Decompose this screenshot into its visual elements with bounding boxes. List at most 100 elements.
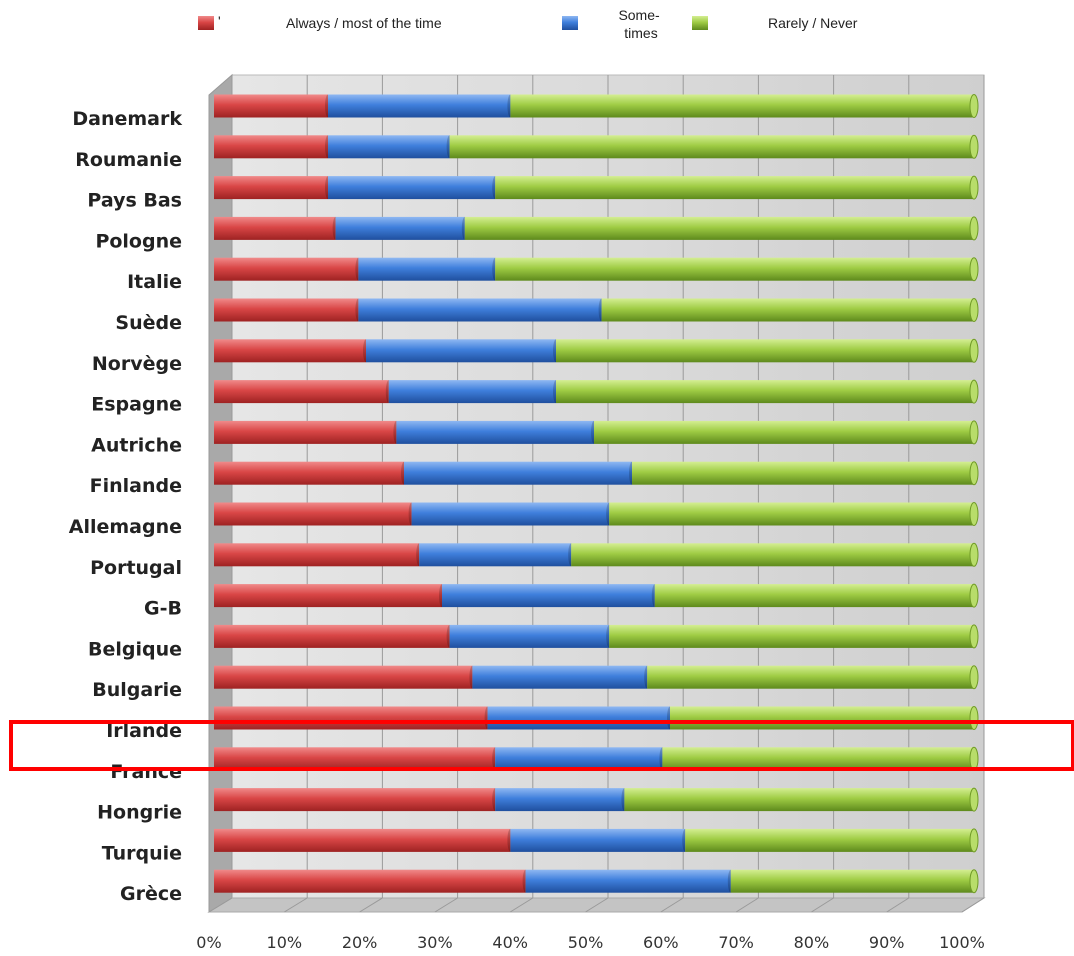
category-label: G-B — [144, 598, 182, 620]
bar-always — [214, 94, 328, 118]
bar-always — [214, 543, 420, 567]
category-label: Danemark — [72, 108, 182, 130]
bar-rarely — [495, 176, 974, 200]
x-tick-label: 80% — [794, 933, 830, 952]
category-label: Irlande — [106, 720, 182, 742]
bar-always — [214, 869, 526, 893]
bar-rarely — [685, 828, 974, 852]
bar-rarely — [510, 94, 974, 118]
bar-rarely — [654, 584, 974, 608]
bar-sometimes — [388, 380, 556, 404]
bar-sometimes — [449, 624, 610, 648]
bar-rarely — [670, 706, 974, 730]
bar-always — [214, 420, 397, 444]
legend-label-always: Always / most of the time — [286, 15, 442, 31]
bar-end-cap — [969, 257, 979, 282]
bar-end-cap — [969, 542, 979, 567]
plot-side-wall — [208, 73, 233, 913]
bar-end-cap — [969, 746, 979, 771]
legend: ' Always / most of the time Some- times … — [198, 7, 858, 41]
floor-gridline — [735, 897, 759, 913]
bar-always — [214, 747, 496, 771]
bar-always — [214, 665, 473, 689]
bar-end-cap — [969, 461, 979, 486]
category-label: Belgique — [88, 638, 182, 660]
legend-swatch-sometimes — [562, 16, 578, 30]
bar-end-cap — [969, 420, 979, 445]
floor-gridline — [886, 897, 910, 913]
bar-always — [214, 176, 328, 200]
highlight-box — [9, 720, 1074, 771]
bar-sometimes — [396, 420, 594, 444]
category-label: Grèce — [120, 883, 182, 905]
bar-always — [214, 216, 336, 240]
bar-end-cap — [969, 338, 979, 363]
bar-end-cap — [969, 706, 979, 730]
bar-rarely — [647, 665, 974, 689]
bar-sometimes — [328, 176, 496, 200]
bar-always — [214, 584, 442, 608]
bar-end-cap — [969, 94, 979, 118]
bar-sometimes — [404, 461, 632, 485]
category-labels: Danemark Roumanie Pays Bas Pologne Italie Suè… — [69, 108, 183, 905]
bar-always — [214, 624, 450, 648]
bar-always — [214, 828, 511, 852]
category-label: Autriche — [91, 434, 182, 456]
bar-rarely — [609, 502, 974, 526]
bar-rarely — [624, 788, 974, 812]
bar-rarely — [495, 257, 974, 281]
bar-end-cap — [969, 583, 979, 608]
bar-sometimes — [442, 584, 655, 608]
bar-end-cap — [969, 624, 979, 649]
bar-end-cap — [969, 665, 979, 690]
category-label: Pologne — [95, 230, 182, 252]
legend-label-sometimes: Some- times — [618, 7, 663, 41]
x-tick-label: 10% — [267, 933, 303, 952]
bar-sometimes — [487, 706, 670, 730]
bar-always — [214, 257, 359, 281]
category-label: Roumanie — [75, 149, 182, 171]
bar-sometimes — [472, 665, 648, 689]
bar-end-cap — [969, 787, 979, 812]
x-tick-label: 50% — [568, 933, 604, 952]
floor-gridline — [660, 897, 684, 913]
bar-always — [214, 502, 412, 526]
bar-always — [214, 380, 389, 404]
bar-sometimes — [411, 502, 610, 526]
bar-end-cap — [969, 869, 979, 894]
category-label: Norvège — [92, 353, 182, 375]
category-label: Pays Bas — [87, 190, 182, 212]
bar-rarely — [594, 420, 974, 444]
bar-rarely — [730, 869, 974, 893]
legend-label-rarely: Rarely / Never — [768, 15, 858, 31]
bar-always — [214, 706, 488, 730]
bar-always — [214, 339, 366, 363]
bar-end-cap — [969, 216, 979, 241]
category-label: Italie — [127, 271, 182, 293]
x-tick-label: 30% — [417, 933, 453, 952]
bar-sometimes — [419, 543, 572, 567]
x-tick-label: 60% — [643, 933, 679, 952]
bar-end-cap — [969, 298, 979, 322]
floor-gridline — [434, 897, 458, 913]
category-label: Portugal — [90, 557, 182, 579]
bar-end-cap — [969, 134, 979, 159]
x-tick-label: 20% — [342, 933, 378, 952]
floor-gridline — [961, 897, 985, 913]
bar-rarely — [632, 461, 974, 485]
category-label: Bulgarie — [92, 679, 182, 701]
bar-sometimes — [495, 788, 625, 812]
bar-sometimes — [358, 298, 602, 322]
x-tick-labels: 0% 10% 20% 30% 40% 50% 60% 70% 80% 90% 100% — [196, 933, 985, 952]
x-tick-label: 70% — [718, 933, 754, 952]
x-tick-label: 40% — [492, 933, 528, 952]
category-label: Allemagne — [69, 516, 182, 538]
floor-gridline — [509, 897, 534, 913]
floor-gridline — [208, 897, 233, 913]
bar-rarely — [556, 380, 974, 404]
legend-swatch-always — [198, 16, 214, 30]
bar-always — [214, 788, 496, 812]
bar-rarely — [601, 298, 974, 322]
bar-rarely — [571, 543, 974, 567]
